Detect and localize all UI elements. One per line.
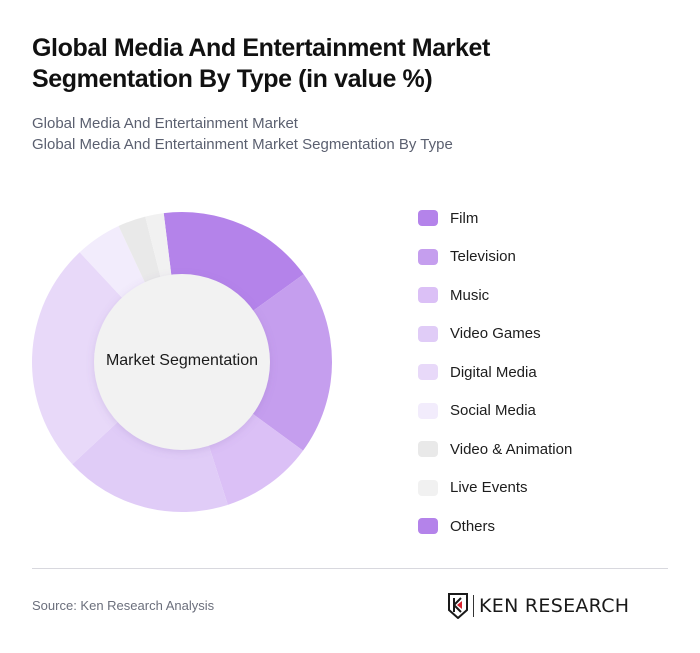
- center-label: Market Segmentation: [105, 352, 259, 369]
- legend-swatch: [418, 364, 438, 381]
- legend-label: Video & Animation: [450, 440, 573, 458]
- legend-label: Live Events: [450, 479, 528, 497]
- legend-swatch: [418, 402, 438, 419]
- subtitle: Global Media And Entertainment Market Gl…: [32, 113, 453, 155]
- legend-swatch: [418, 248, 438, 265]
- footer-divider: [32, 568, 668, 569]
- donut-hole: [94, 274, 270, 450]
- legend-item-others[interactable]: Others: [418, 507, 572, 546]
- legend-item-music[interactable]: Music: [418, 276, 572, 315]
- legend-label: Television: [450, 248, 516, 266]
- legend-item-digital-media[interactable]: Digital Media: [418, 353, 572, 392]
- legend-label: Others: [450, 517, 496, 535]
- legend-label: Video Games: [450, 325, 541, 343]
- logo-text: KEN RESEARCH: [479, 595, 630, 617]
- legend-swatch: [418, 479, 438, 496]
- legend-item-social-media[interactable]: Social Media: [418, 392, 572, 431]
- subtitle-segmentation: Global Media And Entertainment Market Se…: [32, 136, 453, 153]
- legend-swatch: [418, 210, 438, 227]
- legend-item-video-animation[interactable]: Video & Animation: [418, 430, 572, 469]
- ken-shield-icon: [448, 593, 468, 619]
- legend-item-television[interactable]: Television: [418, 238, 572, 277]
- legend-swatch: [418, 518, 438, 535]
- donut-chart: Market Segmentation: [30, 210, 334, 514]
- legend: Film Television Music Video Games Digita…: [418, 199, 572, 546]
- legend-label: Music: [450, 286, 490, 304]
- legend-label: Film: [450, 209, 479, 227]
- ken-research-logo: KEN RESEARCH: [447, 592, 629, 620]
- legend-item-film[interactable]: Film: [418, 199, 572, 238]
- legend-swatch: [418, 325, 438, 342]
- legend-label: Social Media: [450, 402, 536, 420]
- source-note: Source: Ken Research Analysis: [32, 598, 215, 613]
- legend-item-video-games[interactable]: Video Games: [418, 315, 572, 354]
- legend-swatch: [418, 287, 438, 304]
- legend-label: Digital Media: [450, 363, 537, 381]
- page-title: Global Media And Entertainment Market Se…: [32, 34, 490, 93]
- donut-svg: [31, 212, 332, 512]
- legend-item-live-events[interactable]: Live Events: [418, 469, 572, 508]
- logo-separator: [473, 595, 474, 617]
- subtitle-market: Global Media And Entertainment Market: [32, 115, 298, 132]
- legend-swatch: [418, 441, 438, 458]
